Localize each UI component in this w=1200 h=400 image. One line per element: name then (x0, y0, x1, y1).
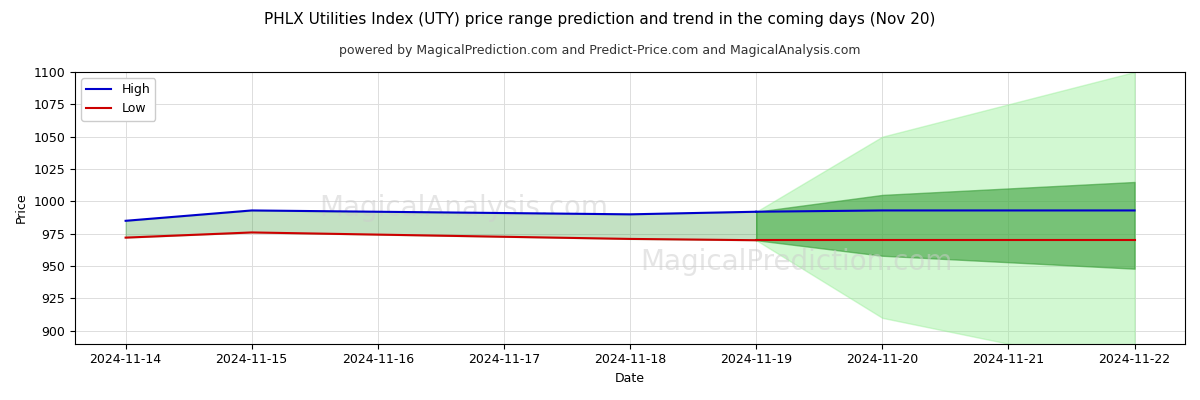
Text: powered by MagicalPrediction.com and Predict-Price.com and MagicalAnalysis.com: powered by MagicalPrediction.com and Pre… (340, 44, 860, 57)
X-axis label: Date: Date (616, 372, 646, 385)
Legend: High, Low: High, Low (82, 78, 155, 120)
Text: MagicalPrediction.com: MagicalPrediction.com (641, 248, 953, 276)
Y-axis label: Price: Price (14, 192, 28, 223)
Text: PHLX Utilities Index (UTY) price range prediction and trend in the coming days (: PHLX Utilities Index (UTY) price range p… (264, 12, 936, 27)
Text: MagicalAnalysis.com: MagicalAnalysis.com (319, 194, 608, 222)
